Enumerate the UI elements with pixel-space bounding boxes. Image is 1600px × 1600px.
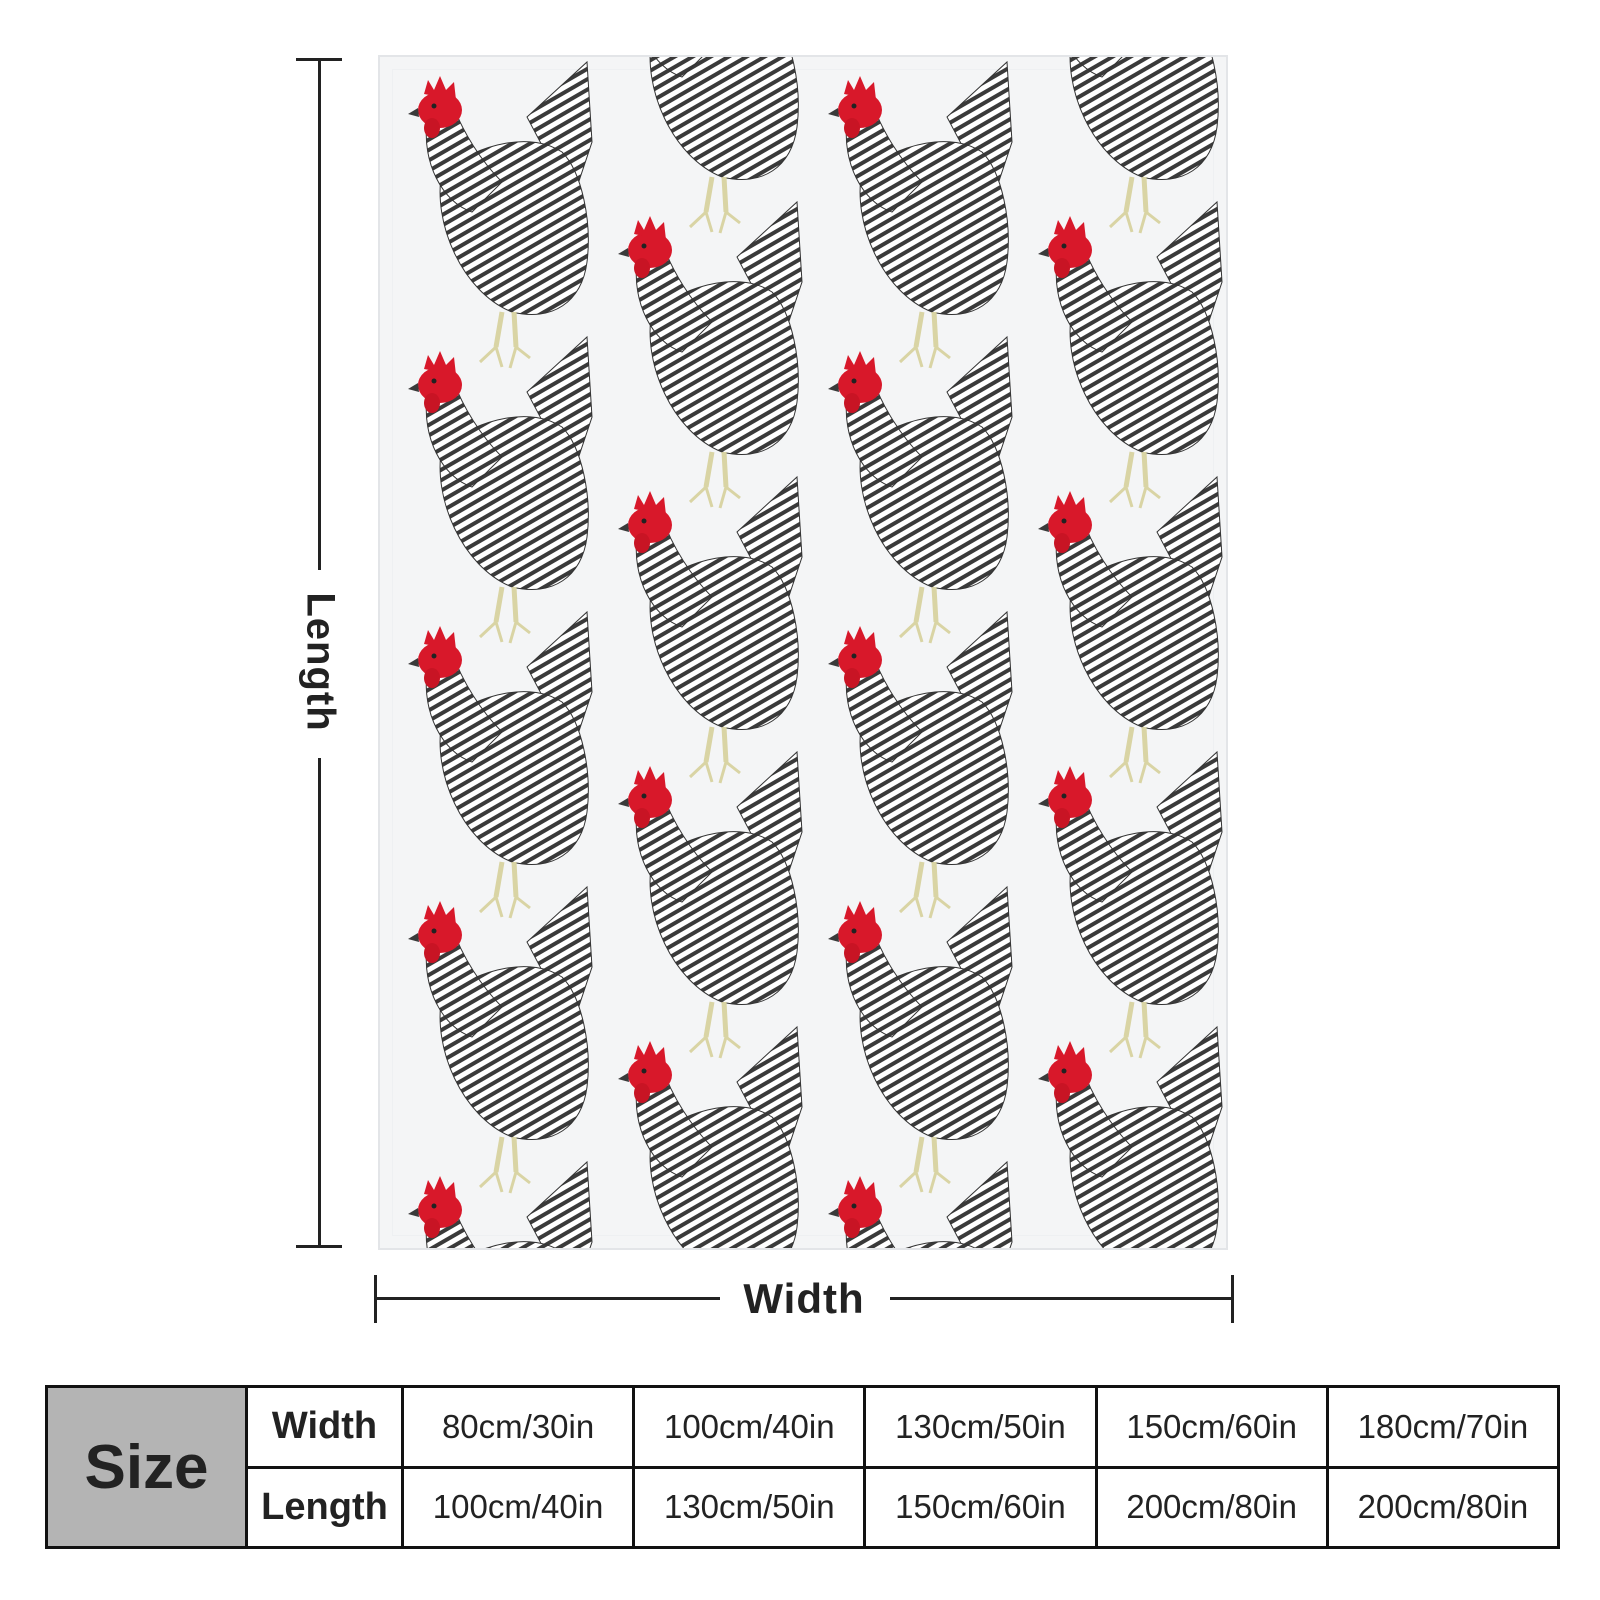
chicken-motif xyxy=(408,62,592,368)
chicken-motif xyxy=(618,202,802,508)
blanket-image xyxy=(378,55,1228,1250)
chicken-motif xyxy=(618,57,802,233)
width-tick-right xyxy=(1231,1275,1234,1323)
chicken-motif xyxy=(1038,477,1222,783)
width-cell: 80cm/30in xyxy=(400,1385,636,1469)
chicken-motif xyxy=(618,477,802,783)
width-cell: 100cm/40in xyxy=(632,1385,867,1469)
chicken-motif xyxy=(408,887,592,1193)
chicken-motif xyxy=(828,887,1012,1193)
chicken-motif xyxy=(408,1162,592,1248)
chicken-motif xyxy=(1038,202,1222,508)
chicken-pattern xyxy=(380,57,1226,1248)
width-line-left xyxy=(375,1297,720,1300)
length-cell: 100cm/40in xyxy=(400,1465,636,1549)
length-label: Length xyxy=(298,592,343,732)
chicken-motif xyxy=(408,337,592,643)
width-label: Width xyxy=(743,1275,865,1322)
row-label-width: Width xyxy=(245,1385,404,1469)
chicken-motif xyxy=(1038,57,1222,233)
width-cell: 130cm/50in xyxy=(863,1385,1098,1469)
row-label-length: Length xyxy=(245,1465,404,1549)
chicken-motif xyxy=(1038,752,1222,1058)
table-row: Size Width 80cm/30in 100cm/40in 130cm/50… xyxy=(45,1385,1561,1549)
width-cell: 150cm/60in xyxy=(1094,1385,1329,1469)
width-cell: 180cm/70in xyxy=(1325,1385,1561,1469)
width-line-right xyxy=(890,1297,1234,1300)
size-table: Size Width 80cm/30in 100cm/40in 130cm/50… xyxy=(45,1385,1561,1549)
length-line-lower xyxy=(318,758,321,1248)
table-row: Length 100cm/40in 130cm/50in 150cm/60in … xyxy=(47,1465,1561,1549)
length-line-upper xyxy=(318,58,321,570)
chicken-motif xyxy=(828,62,1012,368)
length-cell: 200cm/80in xyxy=(1094,1465,1329,1549)
size-header: Size xyxy=(45,1385,248,1549)
chicken-motif xyxy=(1038,1027,1222,1248)
chicken-motif xyxy=(828,337,1012,643)
length-cell: 130cm/50in xyxy=(632,1465,867,1549)
chicken-motif xyxy=(828,1162,1012,1248)
length-tick-bottom xyxy=(296,1245,342,1248)
chicken-motif xyxy=(618,752,802,1058)
chicken-motif xyxy=(618,1027,802,1248)
chicken-motif xyxy=(828,612,1012,918)
length-cell: 150cm/60in xyxy=(863,1465,1098,1549)
chicken-motif xyxy=(408,612,592,918)
length-cell: 200cm/80in xyxy=(1325,1465,1561,1549)
